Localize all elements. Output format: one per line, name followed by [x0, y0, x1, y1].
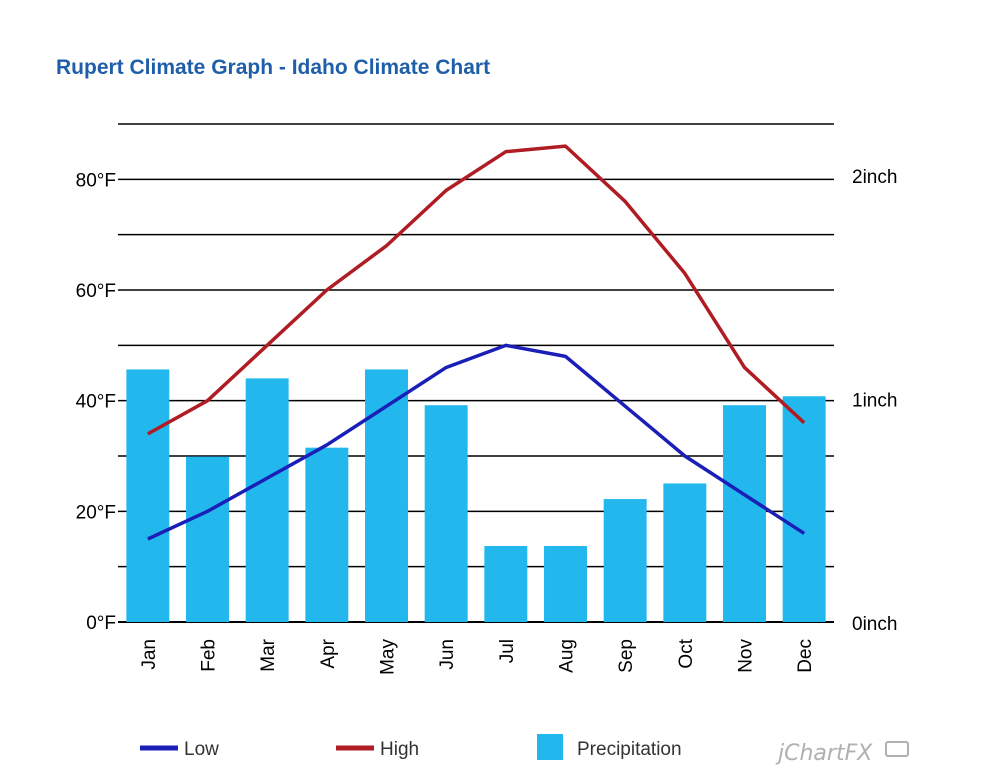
- precipitation-bar-aug: [544, 546, 587, 622]
- legend: Low High Precipitation: [140, 734, 682, 760]
- logo-chart-icon: [885, 741, 909, 757]
- x-tick-label: Nov: [736, 639, 757, 673]
- precipitation-bar-jun: [424, 405, 468, 622]
- x-tick-label: Jan: [139, 639, 160, 670]
- y-right-tick-label: 1inch: [852, 391, 897, 412]
- temperature-lines: [146, 144, 806, 541]
- y-left-tick-label: 80°F: [76, 170, 116, 191]
- precipitation-bar-mar: [245, 378, 289, 622]
- precipitation-bar-apr: [305, 447, 349, 622]
- watermark-text: jChartFX: [775, 741, 873, 766]
- y-left-tick-label: 0°F: [86, 613, 116, 634]
- x-tick-label: Apr: [318, 638, 339, 668]
- legend-label-precipitation: Precipitation: [577, 739, 682, 760]
- x-tick-label: Aug: [557, 639, 578, 673]
- precipitation-bar-dec: [782, 396, 826, 622]
- precipitation-bar-feb: [186, 456, 229, 622]
- y-right-tick-label: 2inch: [852, 167, 897, 188]
- x-tick-label: Mar: [258, 638, 279, 671]
- high-temperature-line: [146, 144, 806, 436]
- jchartfx-logo: jChartFX: [775, 741, 909, 766]
- x-tick-label: Dec: [795, 639, 816, 673]
- precipitation-bar-may: [365, 369, 408, 622]
- y-right-tick-label: 0inch: [852, 614, 897, 635]
- x-tick-label: Oct: [676, 638, 697, 668]
- precipitation-bar-jan: [126, 369, 170, 622]
- legend-swatch-precipitation: [537, 734, 563, 760]
- x-tick-label: May: [378, 639, 399, 675]
- grid-lines: [118, 123, 834, 623]
- axes: 0°F 20°F 40°F 60°F 80°F 0inch 1inch 2inch Jan Feb…: [76, 167, 898, 675]
- precipitation-bar-oct: [663, 483, 707, 622]
- precipitation-bars: [126, 369, 826, 622]
- precipitation-bar-sep: [603, 499, 647, 622]
- legend-label-low: Low: [184, 739, 219, 760]
- low-temperature-line: [147, 343, 806, 541]
- precipitation-bar-jul: [484, 546, 528, 622]
- x-tick-label: Feb: [199, 639, 220, 672]
- x-tick-label: Jun: [437, 639, 458, 670]
- x-tick-label: Sep: [616, 639, 637, 673]
- y-left-tick-label: 40°F: [76, 392, 116, 413]
- legend-label-high: High: [380, 739, 419, 760]
- x-tick-label: Jul: [497, 639, 518, 663]
- precipitation-bar-nov: [723, 405, 766, 622]
- y-left-tick-label: 20°F: [76, 502, 116, 523]
- chart-title: Rupert Climate Graph - Idaho Climate Cha…: [56, 56, 491, 79]
- y-left-tick-label: 60°F: [76, 281, 116, 302]
